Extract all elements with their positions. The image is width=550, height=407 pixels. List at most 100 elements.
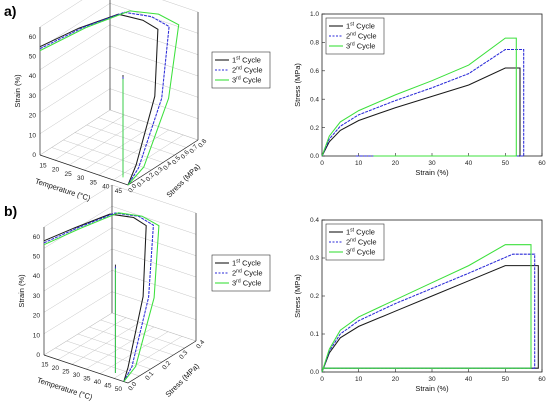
- x-tick-label: 45: [115, 188, 123, 195]
- x-tick-label: 10: [355, 160, 363, 167]
- z-tick-label: 50: [29, 54, 37, 61]
- wall-grid-line: [39, 67, 199, 113]
- y-tick-label: 0.0: [127, 183, 138, 195]
- y-tick-label: 0.0: [127, 381, 138, 393]
- x-tick-label: 20: [392, 376, 400, 383]
- x-tick-label: 20: [52, 167, 60, 174]
- z-tick-label: 50: [33, 254, 41, 261]
- x-tick-label: 25: [64, 171, 72, 178]
- z-tick-label: 10: [33, 332, 41, 339]
- legend-entry: 2nd Cycle: [346, 238, 377, 247]
- z-tick-label: 20: [33, 313, 41, 320]
- y-tick-label: 0.1: [144, 370, 155, 382]
- y-axis-label: Stress (MPa): [293, 63, 302, 107]
- series-line-cycle-2: [321, 253, 536, 373]
- legend-b-2d-box: [325, 223, 385, 261]
- z-tick-label: 30: [29, 93, 37, 100]
- wall-grid-line: [39, 109, 199, 156]
- series-line-cycle-3: [39, 10, 180, 186]
- z-tick-label: 60: [29, 34, 37, 41]
- legend-a-2d-box: [325, 17, 385, 55]
- y-tick-label: 0.6: [310, 68, 319, 75]
- z-tick-label: 30: [33, 293, 41, 300]
- wall-grid-line: [39, 45, 199, 92]
- panel-label-a: a): [4, 3, 16, 19]
- y-tick-label: 0.0: [310, 369, 319, 376]
- x-tick-label: 20: [392, 160, 400, 167]
- y-tick-label: 0.3: [310, 255, 319, 262]
- legend-entry: 2nd Cycle: [232, 66, 263, 75]
- floor-edge: [43, 340, 197, 384]
- z-tick-label: 20: [29, 113, 37, 120]
- series-line-cycle-2: [43, 212, 154, 382]
- series-line-cycle-1: [39, 13, 159, 186]
- x-tick-label: 35: [90, 179, 98, 186]
- y-tick-label: 0.2: [310, 293, 319, 300]
- z-tick-label: 0: [36, 352, 40, 359]
- y-tick-label: 0.1: [310, 331, 319, 338]
- x-tick-label: 0: [320, 160, 324, 167]
- y-tick-label: 1.0: [310, 11, 319, 18]
- x-tick-label: 20: [52, 365, 60, 372]
- x-tick-label: 30: [428, 376, 436, 383]
- y-tick-label: 0.4: [162, 160, 173, 172]
- floor-grid-line: [100, 319, 185, 349]
- y-tick-label: 0.6: [180, 149, 191, 161]
- wall-grid-line: [39, 88, 199, 134]
- x-axis-label: Strain (%): [415, 384, 449, 393]
- legend-entry: 1st Cycle: [232, 259, 261, 268]
- wall-grid-line: [43, 248, 197, 292]
- floor-grid-line: [98, 117, 187, 148]
- x-tick-label: 45: [104, 383, 112, 390]
- series-line-cycle-1: [321, 67, 521, 157]
- x-tick-label: 40: [94, 379, 102, 386]
- y-tick-label: 0.1: [136, 177, 147, 189]
- x-axis-label: Strain (%): [415, 168, 449, 177]
- series-line-cycle-3: [321, 244, 532, 373]
- series-line-cycle-2: [39, 11, 170, 186]
- y-tick-label: 0.4: [195, 339, 206, 351]
- y-tick-label: 0.8: [197, 138, 208, 150]
- x-tick-label: 60: [538, 376, 546, 383]
- y-tick-label: 0.3: [178, 349, 189, 361]
- x-tick-label: 60: [538, 160, 546, 167]
- x-tick-label: 15: [39, 162, 47, 169]
- x-tick-label: 30: [77, 175, 85, 182]
- wall-grid-line: [43, 270, 197, 313]
- x-tick-label: 50: [115, 386, 123, 393]
- legend-entry: 3rd Cycle: [232, 76, 261, 85]
- legend-entry: 1st Cycle: [232, 56, 261, 65]
- z-tick-label: 0: [32, 152, 36, 159]
- x-tick-label: 35: [83, 376, 91, 383]
- wall-grid-line: [39, 3, 199, 49]
- z-axis-label: Strain (%): [13, 74, 22, 108]
- legend-a-3d-box: [211, 51, 271, 89]
- x-tick-label: 50: [502, 160, 510, 167]
- wall-grid-line: [39, 0, 199, 28]
- legend-entry: 1st Cycle: [346, 228, 375, 237]
- y-tick-label: 0.7: [188, 143, 199, 155]
- x-tick-label: 40: [465, 160, 473, 167]
- y-axis-label: Stress (MPa): [293, 274, 302, 318]
- x-tick-label: 25: [62, 369, 70, 376]
- y-tick-label: 0.5: [171, 154, 182, 166]
- z-tick-label: 40: [33, 273, 41, 280]
- series-line-cycle-3: [321, 37, 517, 157]
- y-tick-label: 0.4: [310, 96, 319, 103]
- legend-entry: 2nd Cycle: [232, 269, 263, 278]
- x-tick-label: 40: [102, 184, 110, 191]
- x-tick-label: 40: [465, 376, 473, 383]
- z-tick-label: 40: [29, 73, 37, 80]
- x-tick-label: 30: [73, 372, 81, 379]
- z-tick-label: 10: [29, 132, 37, 139]
- x-tick-label: 30: [428, 160, 436, 167]
- x-tick-label: 50: [502, 376, 510, 383]
- floor-grid-line: [86, 124, 175, 156]
- series-line-cycle-1: [321, 265, 539, 373]
- y-tick-label: 0.3: [153, 166, 164, 178]
- legend-entry: 3rd Cycle: [346, 248, 375, 257]
